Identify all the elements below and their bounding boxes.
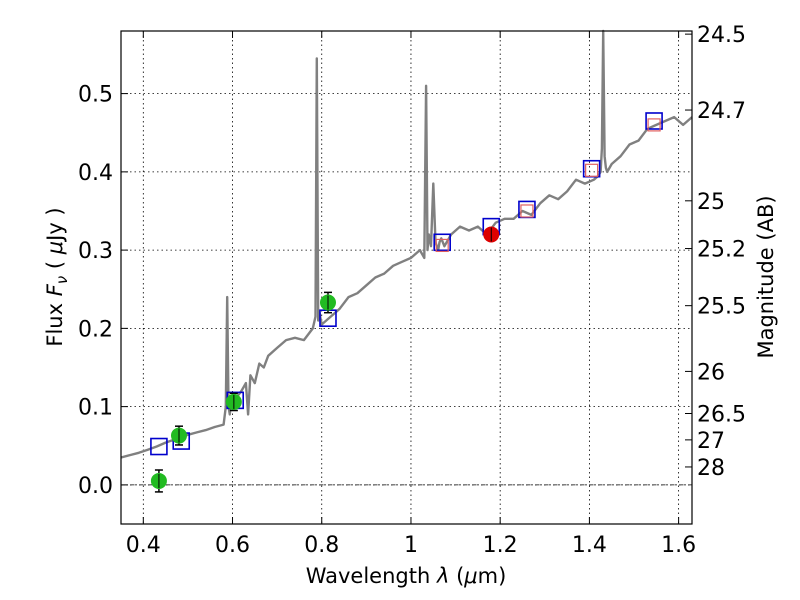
plot-frame xyxy=(120,30,693,525)
y-tick-label: 0.5 xyxy=(78,83,113,108)
y-tick-label: 0.3 xyxy=(78,239,113,264)
y-axis-label: Flux Fν ( μJy ) xyxy=(43,207,71,346)
magnitude-tick-label: 27 xyxy=(697,429,725,454)
magnitude-tick-label: 24.5 xyxy=(697,23,746,48)
model-photometry-square xyxy=(645,112,663,130)
magnitude-tick-label: 25 xyxy=(697,190,725,215)
magnitude-tick-label: 26 xyxy=(697,360,725,385)
x-tick-label: 0.8 xyxy=(304,533,339,558)
x-tick-label: 0.6 xyxy=(215,533,250,558)
y-tick-label: 0.0 xyxy=(78,474,113,499)
x-tick-label: 1.2 xyxy=(483,533,518,558)
x-axis-label: Wavelength λ (μm) xyxy=(306,564,507,588)
magnitude-axis-label: Magnitude (AB) xyxy=(754,195,778,358)
magnitude-tick-label: 24.7 xyxy=(697,99,746,124)
x-tick-label: 0.4 xyxy=(126,533,161,558)
magnitude-tick-label: 25.5 xyxy=(697,295,746,320)
model-photometry-square xyxy=(433,233,451,252)
x-tick-label: 1.6 xyxy=(661,533,696,558)
magnitude-tick-label: 25.2 xyxy=(697,238,746,263)
model-photometry-inner-square xyxy=(520,204,534,218)
magnitude-tick-label: 26.5 xyxy=(697,403,746,428)
y-tick-label: 0.2 xyxy=(78,317,113,342)
magnitude-tick-label: 28 xyxy=(697,456,725,481)
spectrum-layer xyxy=(120,29,693,459)
x-tick-label: 1.4 xyxy=(572,533,607,558)
model-photometry-inner-square xyxy=(435,238,449,253)
model-spectrum-line xyxy=(120,29,693,459)
model-photometry-inner-square xyxy=(585,163,599,177)
grid-layer xyxy=(121,31,692,524)
tick-layer: 0.4 0.6 0.8 1 1.2 1.4 1.6 0.0 0.1 0.2 0.3 0.4 0.5 24.… xyxy=(78,23,746,558)
y-tick-label: 0.1 xyxy=(78,396,113,421)
y-tick-label: 0.4 xyxy=(78,161,113,186)
x-tick-label: 1 xyxy=(404,533,418,558)
points-layer xyxy=(150,112,663,493)
model-photometry-inner-square xyxy=(647,118,661,132)
model-photometry-square xyxy=(150,437,168,456)
